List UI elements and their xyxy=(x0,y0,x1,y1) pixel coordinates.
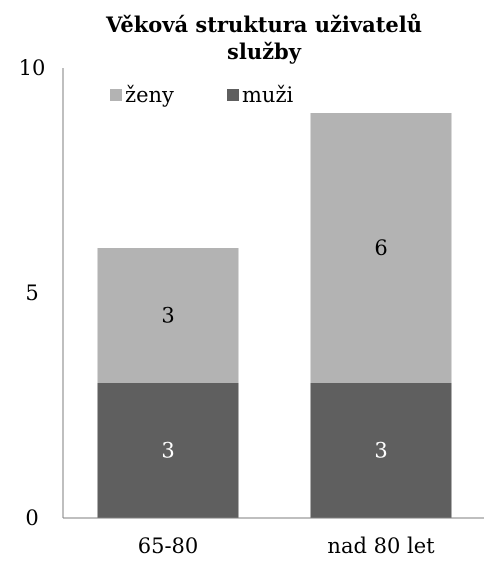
y-tick-label-5: 5 xyxy=(25,281,38,305)
legend-label-ženy: ženy xyxy=(125,83,174,107)
category-label-0: 65-80 xyxy=(138,534,199,558)
y-tick-label-0: 0 xyxy=(25,506,38,530)
legend-swatch-muži xyxy=(227,89,239,101)
chart-title-line-1: Věková struktura uživatelů xyxy=(105,12,422,37)
data-labels: 3 3 3 6 xyxy=(161,236,387,463)
y-tick-label-10: 10 xyxy=(19,56,46,80)
data-label-ženy-1: 6 xyxy=(374,236,387,260)
bar-muži-1 xyxy=(310,383,452,518)
legend-label-muži: muži xyxy=(242,83,294,107)
bar-ženy-0 xyxy=(97,248,239,383)
chart-title-line-2: služby xyxy=(227,39,302,64)
category-labels: 65-80 nad 80 let xyxy=(138,534,435,558)
bar-ženy-1 xyxy=(310,113,452,383)
data-label-muži-0: 3 xyxy=(161,439,174,463)
data-label-ženy-0: 3 xyxy=(161,304,174,328)
bars xyxy=(97,113,452,518)
axes xyxy=(62,68,484,519)
data-label-muži-1: 3 xyxy=(374,439,387,463)
y-tick-labels: 0 5 10 xyxy=(19,56,46,530)
legend-swatch-ženy xyxy=(110,89,122,101)
legend: ženy muži xyxy=(110,83,294,107)
category-label-1: nad 80 let xyxy=(327,534,435,558)
bar-muži-0 xyxy=(97,383,239,518)
